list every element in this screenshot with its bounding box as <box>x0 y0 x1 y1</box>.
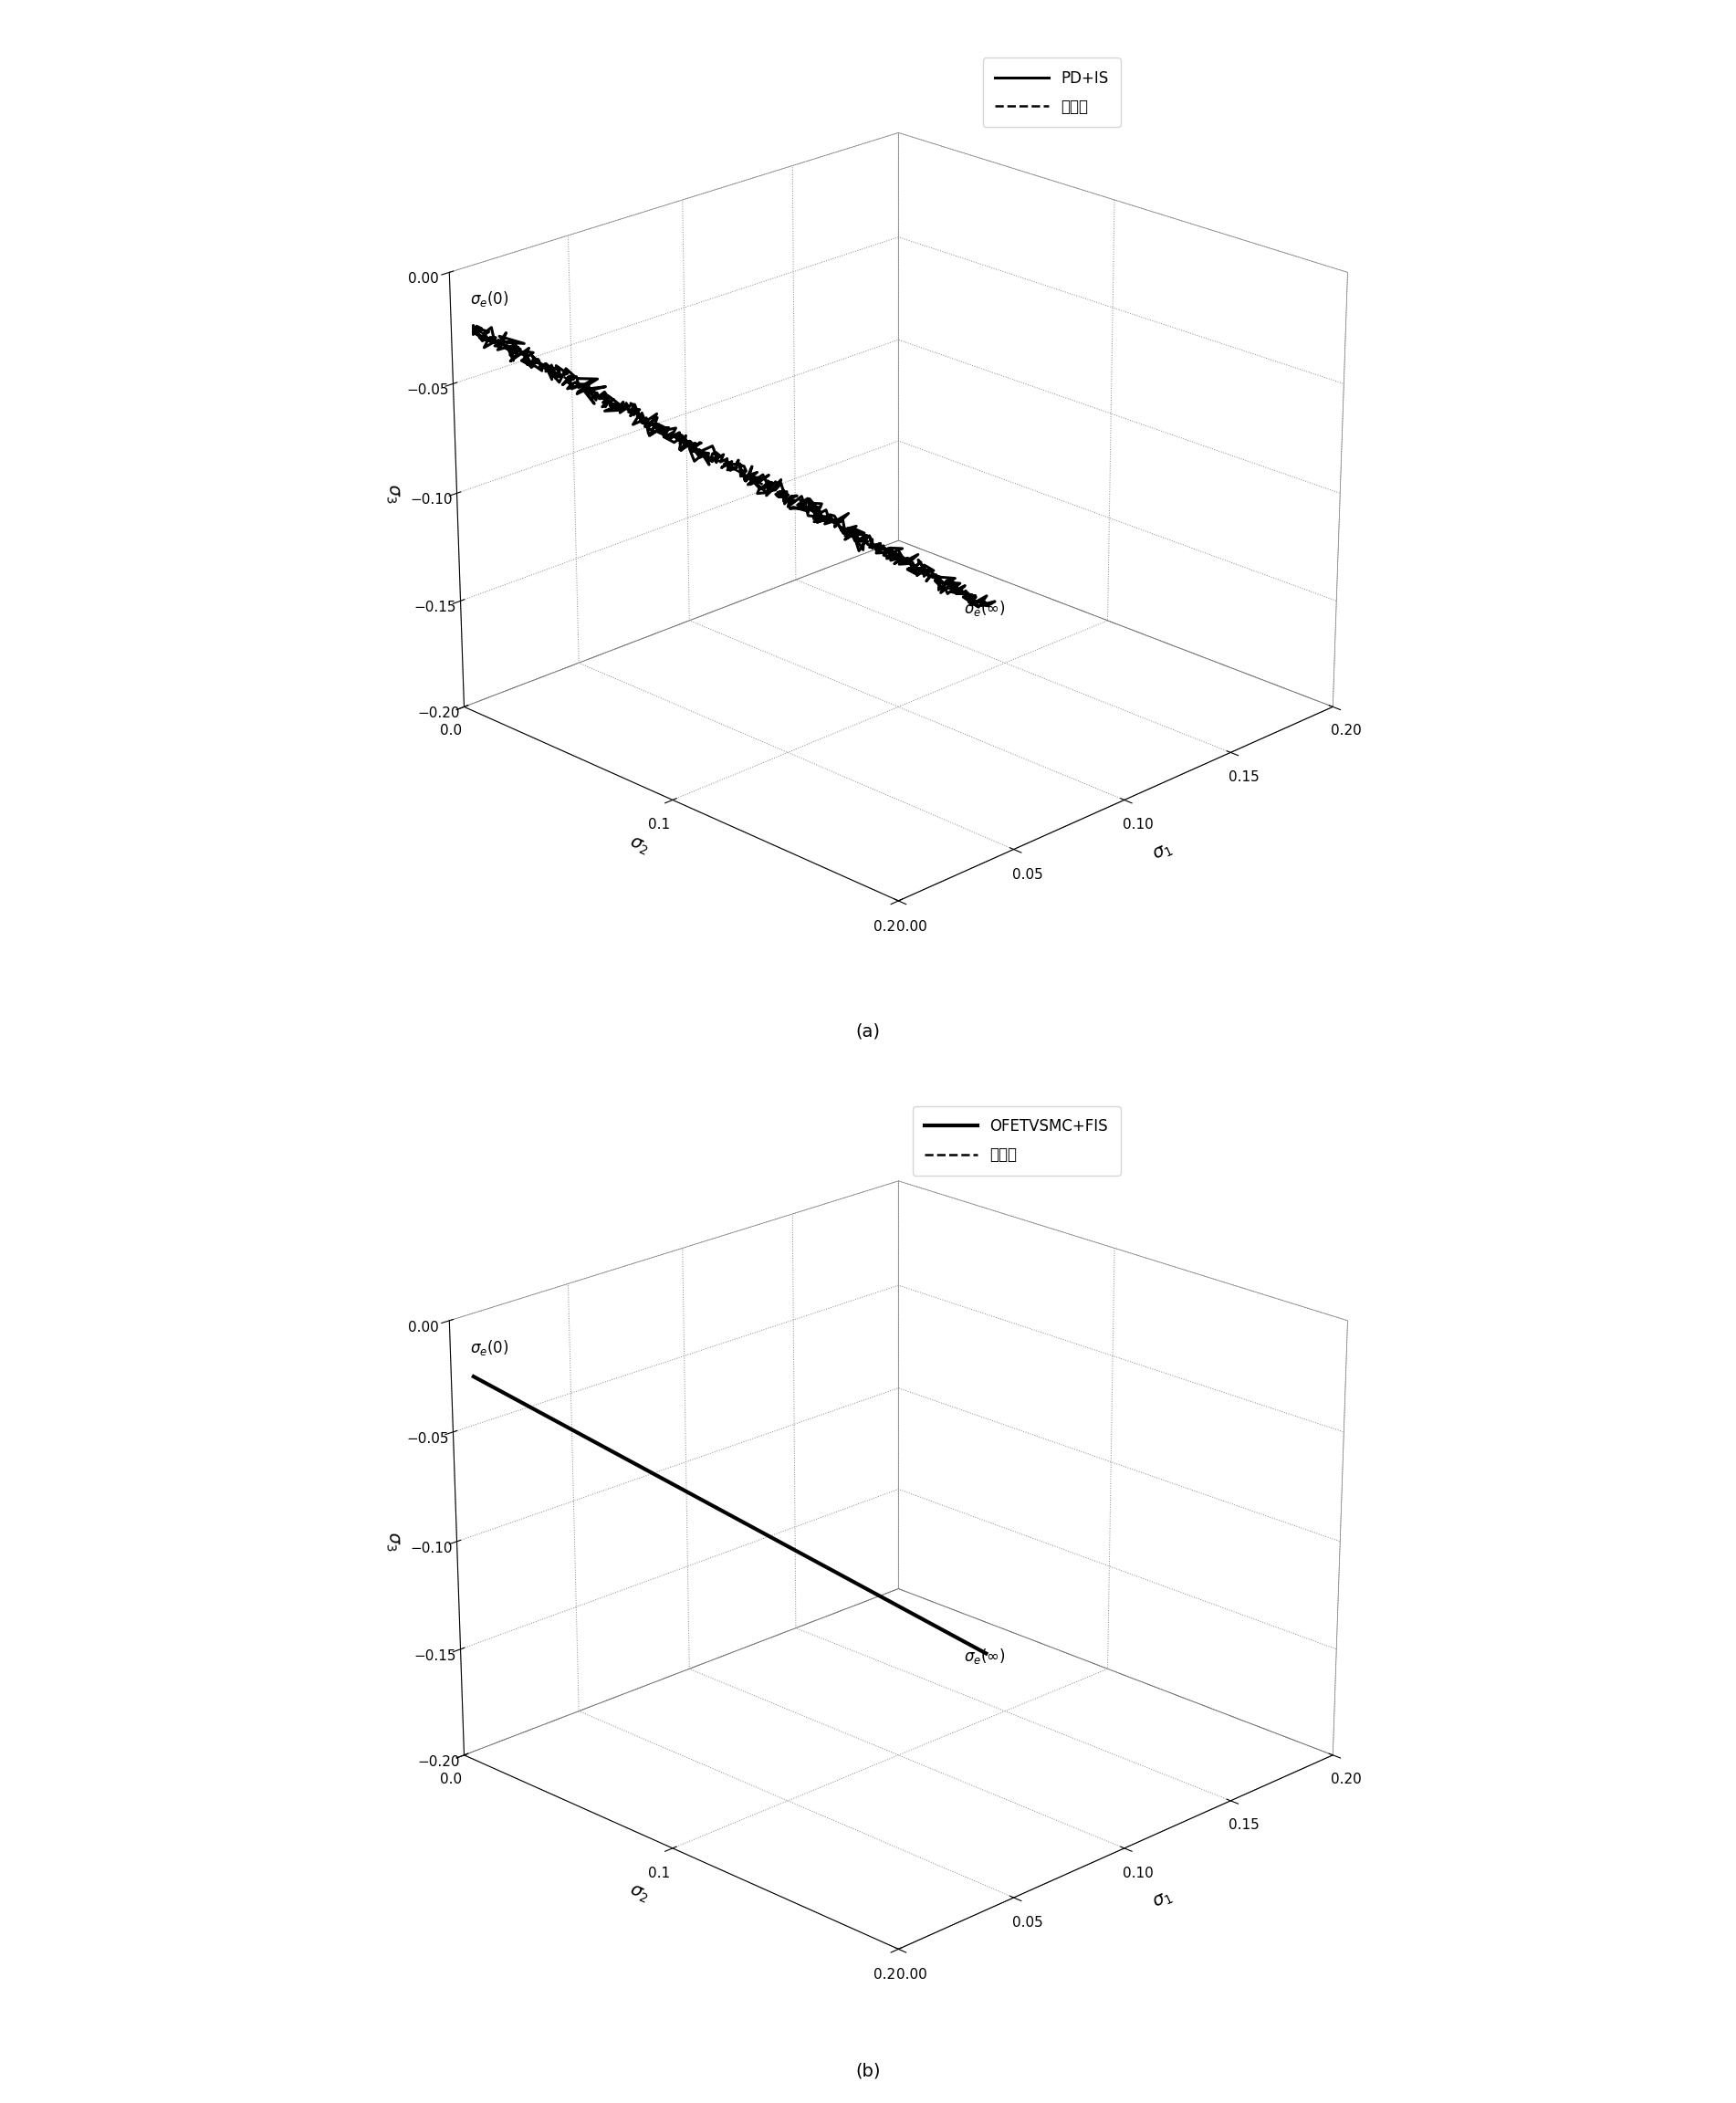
Y-axis label: $\sigma_2$: $\sigma_2$ <box>627 833 651 858</box>
X-axis label: $\sigma_1$: $\sigma_1$ <box>1151 839 1175 864</box>
X-axis label: $\sigma_1$: $\sigma_1$ <box>1151 1888 1175 1912</box>
Text: (a): (a) <box>856 1022 880 1041</box>
Text: (b): (b) <box>856 2061 880 2080</box>
Legend: PD+IS, 特征轴: PD+IS, 特征轴 <box>983 57 1120 126</box>
Y-axis label: $\sigma_2$: $\sigma_2$ <box>627 1882 651 1905</box>
Legend: OFETVSMC+FIS, 特征轴: OFETVSMC+FIS, 特征轴 <box>913 1106 1120 1176</box>
